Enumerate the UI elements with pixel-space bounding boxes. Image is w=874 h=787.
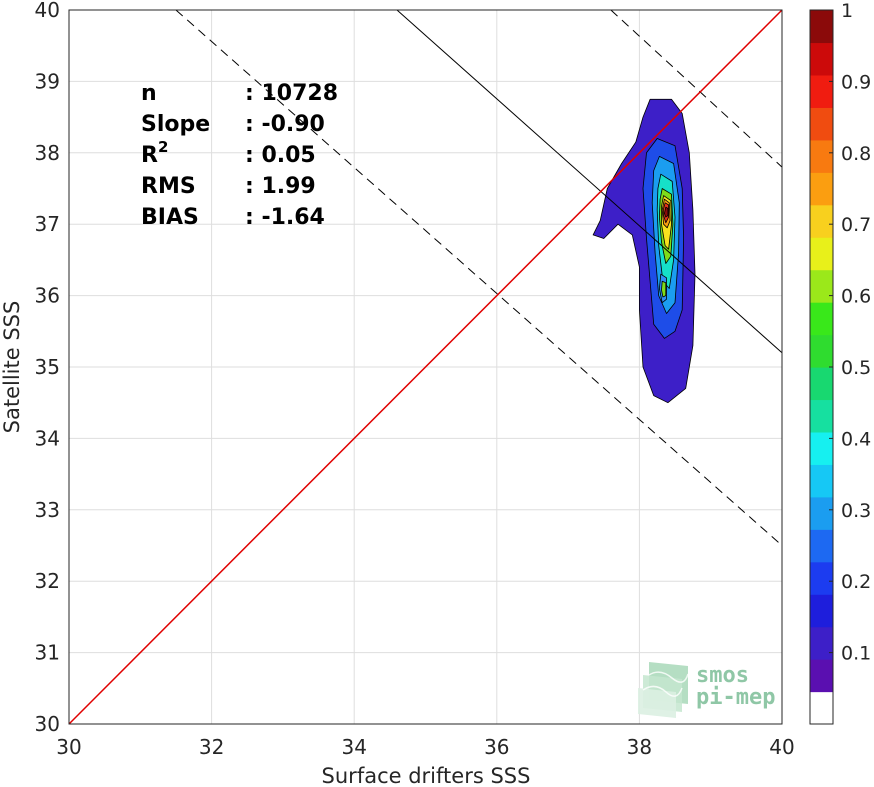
colorbar-segment xyxy=(810,204,833,238)
stat-label: R2 xyxy=(141,138,168,168)
y-tick-label: 35 xyxy=(35,355,60,379)
y-axis-title: Satellite SSS xyxy=(0,301,24,434)
reference-lines xyxy=(68,9,783,725)
colorbar-tick-label: 0.6 xyxy=(841,286,871,308)
x-axis-title: Surface drifters SSS xyxy=(322,764,531,787)
colorbar-segment xyxy=(810,302,833,336)
colorbar-tick-label: 0.8 xyxy=(841,143,871,165)
regression-line xyxy=(396,9,783,354)
stat-label: RMS xyxy=(141,174,196,199)
x-tick-label: 30 xyxy=(56,735,81,759)
colorbar-segment xyxy=(810,399,833,433)
colorbar-segment xyxy=(810,367,833,401)
colorbar-segment xyxy=(810,139,833,173)
colorbar-tick-label: 0.1 xyxy=(841,643,871,665)
x-tick-label: 36 xyxy=(484,735,509,759)
x-tick-label: 38 xyxy=(627,735,652,759)
y-tick-label: 36 xyxy=(35,284,60,308)
colorbar-segment xyxy=(810,659,833,693)
stat-superscript: 2 xyxy=(158,138,168,156)
smos-logo-icon xyxy=(638,662,689,718)
plot-frame xyxy=(68,9,783,725)
colorbar-segment xyxy=(810,496,833,530)
y-tick-label: 30 xyxy=(35,712,60,736)
x-tick-label: 40 xyxy=(769,735,794,759)
colorbar-tick-label: 0.5 xyxy=(841,357,871,379)
colorbar-tick-label: 0.7 xyxy=(841,214,871,236)
stat-value: : -1.64 xyxy=(245,205,325,230)
y-tick-label: 31 xyxy=(35,641,60,665)
colorbar-tick-label: 0.4 xyxy=(841,428,871,450)
colorbar-segment xyxy=(810,529,833,563)
y-tick-label: 33 xyxy=(35,498,60,522)
density-contours xyxy=(592,98,696,404)
x-tick-labels: 30 32 34 36 38 40 xyxy=(56,735,794,759)
colorbar-segment xyxy=(810,691,833,725)
watermark-line1: smos xyxy=(696,663,749,688)
colorbar-tick-labels: 0.1 0.2 0.3 0.4 0.5 0.6 0.7 0.8 0.9 1 xyxy=(829,0,871,665)
colorbar-tick-label: 0.2 xyxy=(841,571,871,593)
identity-line xyxy=(68,9,783,725)
watermark-line2: pi-mep xyxy=(696,685,775,710)
colorbar-segment xyxy=(810,464,833,498)
density-contour-level xyxy=(661,280,667,298)
stat-label: BIAS xyxy=(141,205,199,230)
colorbar-tick-label: 0.9 xyxy=(841,71,871,93)
x-tick-label: 32 xyxy=(199,735,224,759)
x-tick-label: 34 xyxy=(341,735,366,759)
colorbar-segment xyxy=(810,269,833,303)
colorbar xyxy=(809,9,834,725)
colorbar-segment xyxy=(810,42,833,76)
regression-bound-line xyxy=(610,9,783,168)
colorbar-segment xyxy=(810,237,833,271)
colorbar-segment xyxy=(810,594,833,628)
y-tick-label: 38 xyxy=(35,141,60,165)
colorbar-segment xyxy=(810,10,833,44)
colorbar-tick-label: 1 xyxy=(841,0,853,22)
y-tick-label: 40 xyxy=(35,0,60,22)
colorbar-segment xyxy=(810,74,833,108)
density-contour-level xyxy=(664,206,669,218)
stat-label: Slope xyxy=(141,112,210,137)
y-tick-labels: 30 31 32 33 34 35 36 37 38 39 40 xyxy=(35,0,60,736)
y-tick-label: 34 xyxy=(35,426,60,450)
colorbar-segment xyxy=(810,107,833,141)
y-tick-label: 39 xyxy=(35,69,60,93)
stat-value: : 1.99 xyxy=(245,174,316,199)
stat-label: n xyxy=(141,81,157,106)
y-tick-label: 37 xyxy=(35,212,60,236)
smos-pimep-watermark: smos pi-mep xyxy=(638,662,775,718)
stat-value: : 10728 xyxy=(245,81,338,106)
colorbar-segment xyxy=(810,561,833,595)
colorbar-segment xyxy=(810,334,833,368)
stats-block: n : 10728 Slope : -0.90 R2 : 0.05 RMS : 1.99 BIA… xyxy=(141,81,338,230)
colorbar-segment xyxy=(810,626,833,660)
colorbar-segment xyxy=(810,431,833,465)
y-tick-label: 32 xyxy=(35,569,60,593)
colorbar-segment xyxy=(810,172,833,206)
stat-value: : -0.90 xyxy=(245,112,325,137)
stat-value: : 0.05 xyxy=(245,143,316,168)
colorbar-tick-label: 0.3 xyxy=(841,500,871,522)
